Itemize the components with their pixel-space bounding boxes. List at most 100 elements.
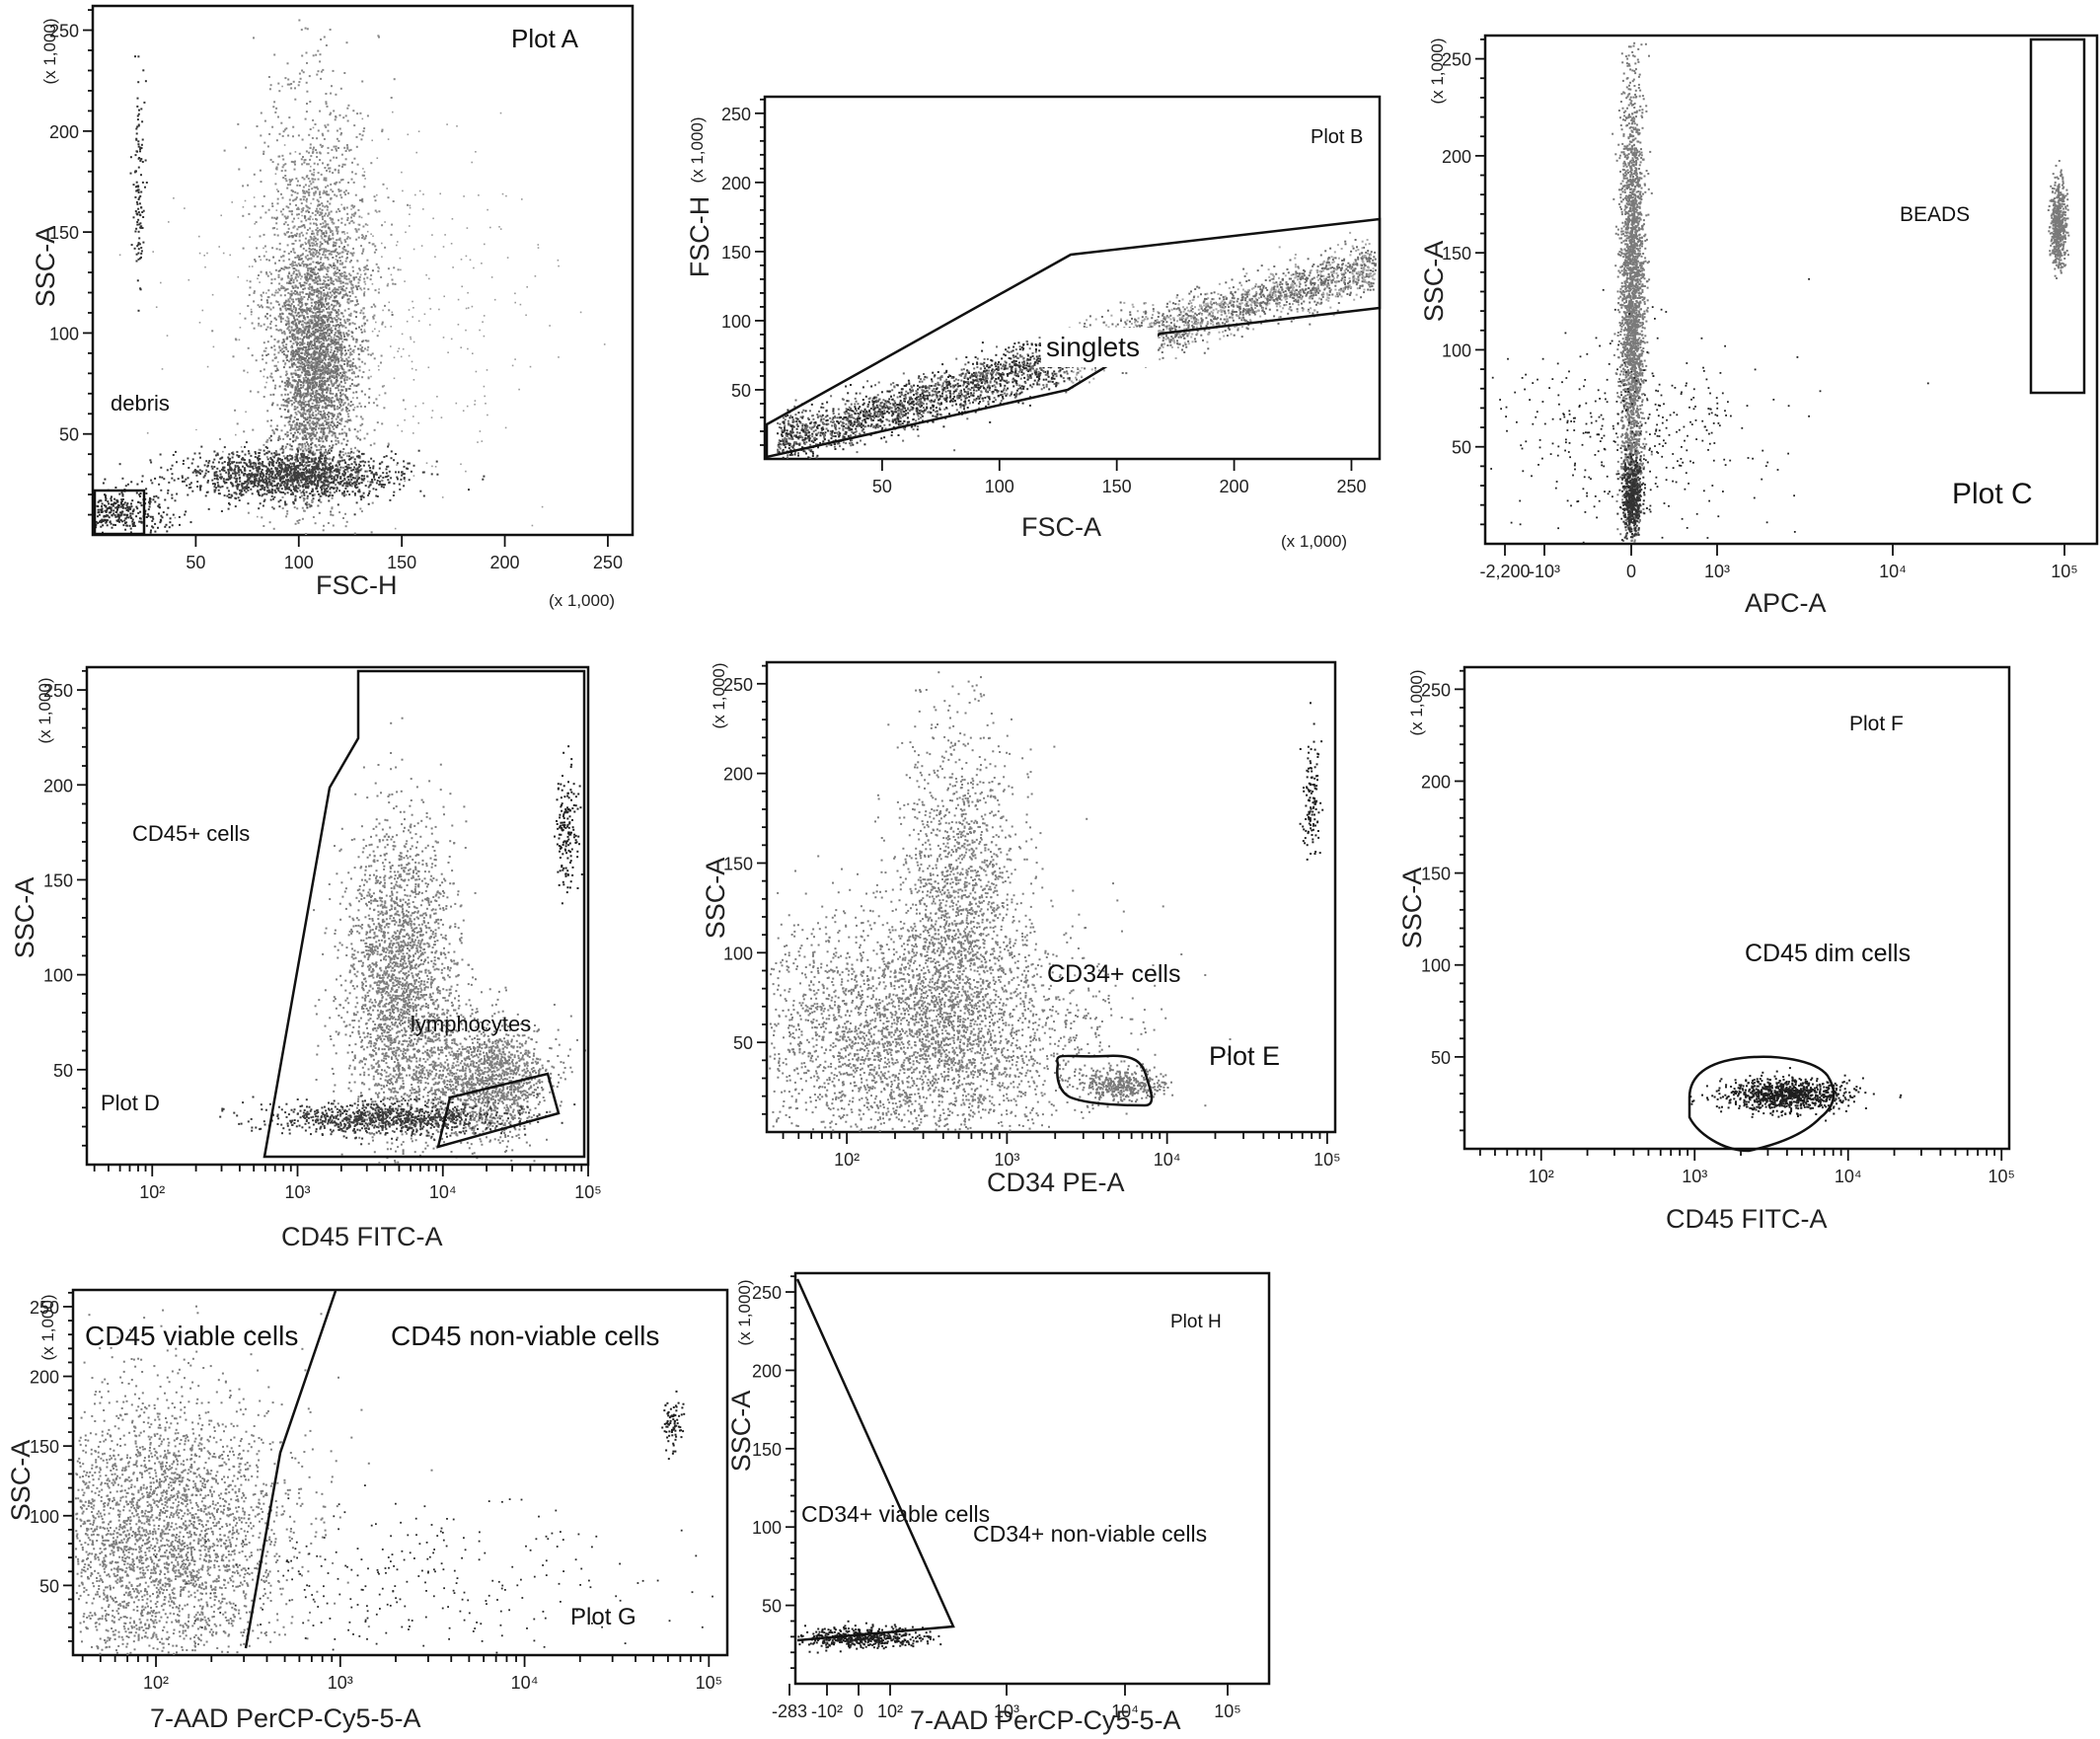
- plot-a-event: [315, 386, 317, 388]
- plot-a-event: [302, 291, 304, 293]
- plot-a-event: [284, 409, 286, 411]
- plot-a-event: [353, 124, 355, 126]
- plot-a-event: [354, 447, 356, 449]
- plot-a-event: [361, 81, 363, 83]
- plot-a-event: [351, 332, 353, 334]
- plot-a-event: [315, 425, 317, 427]
- plot-a-event: [305, 238, 307, 240]
- plot-a-event: [322, 435, 324, 437]
- plot-a-event: [359, 366, 361, 368]
- plot-a-event: [311, 233, 313, 235]
- plot-a-event: [354, 304, 356, 306]
- plot-a-event: [272, 161, 274, 163]
- plot-a-event: [286, 232, 288, 234]
- plot-a-event: [338, 189, 339, 190]
- plot-a-event: [317, 239, 319, 241]
- plot-a-event: [336, 150, 338, 152]
- plot-a-event: [362, 249, 364, 251]
- plot-a-event: [320, 223, 322, 225]
- plot-a-event: [356, 406, 358, 408]
- plot-a-event: [278, 289, 280, 291]
- plot-a-event: [341, 288, 343, 290]
- plot-a-event: [346, 213, 348, 215]
- plot-a-event: [357, 437, 359, 439]
- plot-a-event: [264, 316, 266, 318]
- plot-a-event: [307, 341, 309, 343]
- plot-a-event: [296, 214, 298, 216]
- plot-a-event: [285, 515, 287, 517]
- plot-a-event: [355, 385, 357, 387]
- plot-a-event: [311, 501, 313, 503]
- plot-a-event: [377, 421, 379, 423]
- plot-a-event: [319, 283, 321, 285]
- plot-a-event: [270, 394, 272, 396]
- plot-a-event: [271, 126, 273, 128]
- plot-a-event: [303, 420, 305, 422]
- plot-a-event: [355, 276, 357, 278]
- plot-a-event: [280, 317, 282, 319]
- plot-a-event: [374, 306, 376, 308]
- plot-a-event: [299, 344, 301, 346]
- plot-a-event: [291, 265, 293, 267]
- plot-a-event: [332, 497, 334, 499]
- plot-a-event: [335, 148, 337, 150]
- plot-a-event: [275, 325, 277, 327]
- plot-a-event: [329, 113, 331, 115]
- plot-a-event: [332, 172, 334, 174]
- plot-a-event: [282, 318, 284, 320]
- plot-a-event: [284, 77, 286, 79]
- plot-a-event: [287, 431, 289, 433]
- plot-a-event: [291, 277, 293, 279]
- plot-a-event: [285, 217, 287, 219]
- plot-a-event: [274, 339, 276, 340]
- plot-a-event: [330, 189, 332, 190]
- plot-a-event: [338, 165, 340, 167]
- plot-a-event: [307, 391, 309, 393]
- plot-a-event: [270, 425, 272, 427]
- plot-a-event: [326, 205, 328, 207]
- plot-a-event: [306, 62, 308, 64]
- plot-a-event: [368, 353, 370, 355]
- plot-a-event: [323, 295, 325, 297]
- plot-a-event: [305, 118, 307, 120]
- plot-a-event: [327, 106, 329, 108]
- plot-a-event: [368, 377, 370, 379]
- plot-a-event: [311, 316, 313, 318]
- plot-a-event: [363, 127, 365, 129]
- plot-a-event: [309, 424, 311, 426]
- plot-a-event: [268, 307, 270, 309]
- plot-a-event: [322, 406, 324, 408]
- plot-a-event: [376, 405, 378, 407]
- plot-a-event: [316, 385, 318, 387]
- plot-a-event: [336, 279, 338, 281]
- plot-a-event: [325, 226, 327, 228]
- plot-a-event: [303, 162, 305, 164]
- plot-a-event: [318, 179, 320, 181]
- plot-a-event: [353, 158, 355, 160]
- plot-a-event: [367, 114, 369, 116]
- plot-a-event: [362, 371, 364, 373]
- plot-a-event: [303, 224, 305, 226]
- plot-a-event: [355, 239, 357, 241]
- plot-a-event: [273, 528, 275, 530]
- plot-a-event: [344, 310, 346, 312]
- plot-a-event: [346, 301, 348, 303]
- plot-a-event: [264, 246, 266, 248]
- plot-a-event: [322, 205, 324, 207]
- plot-a-event: [270, 419, 272, 421]
- plot-a-event: [370, 162, 372, 164]
- plot-a-event: [339, 322, 341, 324]
- plot-a-event: [327, 427, 329, 429]
- plot-a-event: [315, 192, 317, 194]
- plot-a-event: [299, 490, 301, 491]
- plot-a-event: [270, 336, 272, 338]
- plot-a-event: [314, 236, 316, 238]
- plot-a-event: [287, 184, 289, 186]
- plot-a-event: [247, 185, 249, 187]
- plot-a-event: [382, 322, 384, 324]
- plot-a-event: [360, 138, 362, 140]
- plot-a-event: [361, 376, 363, 378]
- plot-a-event: [250, 286, 252, 288]
- plot-a-event: [269, 323, 271, 325]
- plot-a-event: [245, 147, 247, 149]
